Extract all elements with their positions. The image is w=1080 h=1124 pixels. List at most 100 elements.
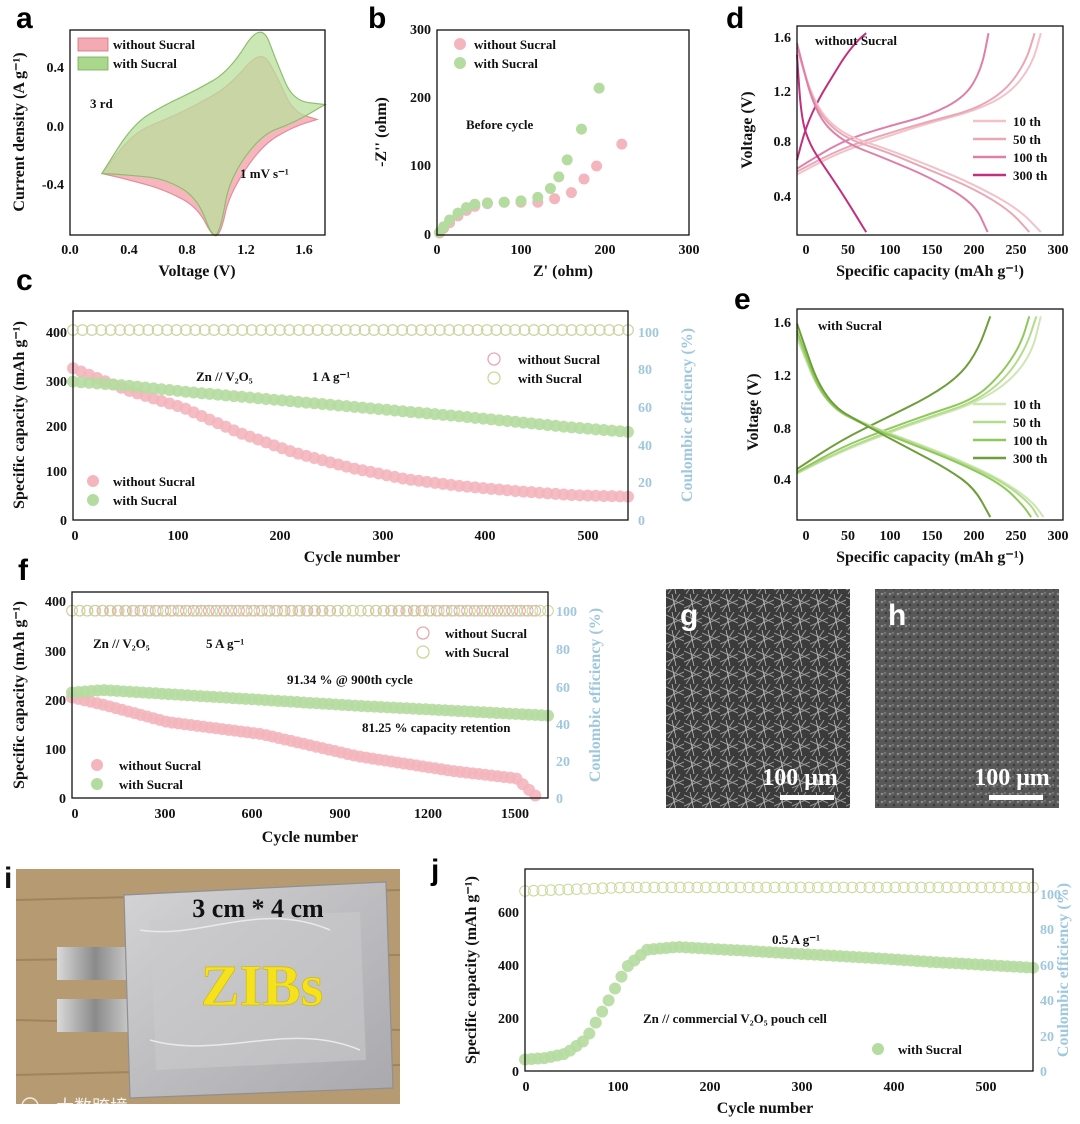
x-tick: 1200 bbox=[414, 807, 442, 822]
ce-point bbox=[308, 604, 320, 617]
y-tick: 0.4 bbox=[47, 61, 65, 76]
y2-axis-label: Coulombic efficiency (%) bbox=[587, 608, 604, 782]
x-tick: 300 bbox=[792, 1080, 813, 1095]
axes-frame bbox=[69, 29, 326, 236]
y-axis-label: Specific capacity (mAh g⁻¹) bbox=[11, 601, 28, 789]
ce-point bbox=[378, 604, 390, 617]
panel-label: j bbox=[430, 854, 439, 887]
cycle-annotation: 3 rd bbox=[90, 96, 114, 111]
ce-point bbox=[142, 324, 155, 336]
ce-point bbox=[537, 324, 550, 336]
legend-label: with Sucral bbox=[474, 56, 538, 71]
data-point bbox=[444, 214, 456, 226]
x-axis-label: Specific capacity (mAh g⁻¹) bbox=[836, 549, 1024, 566]
ce-point bbox=[734, 881, 747, 894]
panel-j: j 0 100 200 300 400 500 0 200 400 600 0 … bbox=[430, 854, 1072, 1117]
ce-point bbox=[506, 604, 519, 617]
x-tick: 600 bbox=[242, 807, 263, 822]
ce-point bbox=[330, 324, 343, 336]
ce-point bbox=[777, 881, 790, 894]
data-point bbox=[565, 187, 577, 199]
legend-label: with Sucral bbox=[113, 56, 177, 71]
ce-point bbox=[358, 324, 371, 336]
plot-area bbox=[100, 31, 327, 237]
y-ticks: 0 100 200 300 400 bbox=[45, 595, 66, 807]
legend-label: with Sucral bbox=[119, 777, 183, 792]
x-tick: 150 bbox=[922, 529, 943, 544]
legend-capacity: without Sucral with Sucral bbox=[91, 758, 201, 792]
legend-label: 300 th bbox=[1013, 451, 1048, 466]
ce-point bbox=[975, 881, 988, 894]
y-tick: 300 bbox=[45, 645, 66, 660]
ce-point bbox=[210, 604, 223, 617]
ce-point bbox=[452, 324, 465, 336]
ce-point bbox=[347, 604, 359, 617]
sem-image-without-sucral bbox=[666, 589, 850, 808]
x-tick: 0 bbox=[523, 1080, 530, 1095]
legend-marker bbox=[487, 352, 501, 366]
ce-point bbox=[898, 881, 910, 894]
gcd-curve bbox=[796, 334, 1040, 518]
ce-point bbox=[575, 324, 587, 336]
x-tick: 500 bbox=[976, 1080, 997, 1095]
ce-point bbox=[556, 324, 568, 336]
x-tick: 200 bbox=[964, 243, 985, 258]
y2-tick: 20 bbox=[1040, 1030, 1054, 1045]
panel-title: without Sucral bbox=[815, 33, 897, 48]
ce-point bbox=[872, 881, 884, 894]
cell-annotation: Zn // V₂O₅ bbox=[93, 636, 150, 651]
ce-point bbox=[195, 604, 207, 617]
ce-point bbox=[579, 883, 592, 895]
gcd-curve bbox=[796, 316, 1031, 473]
x-ticks: 0 100 200 300 400 500 bbox=[523, 1080, 997, 1095]
ce-point bbox=[167, 604, 180, 617]
x-tick: 150 bbox=[922, 243, 943, 258]
data-point bbox=[515, 195, 527, 207]
x-tick: 300 bbox=[155, 807, 176, 822]
y-ticks: 0 100 200 300 400 bbox=[46, 326, 67, 529]
panel-label: b bbox=[368, 2, 386, 35]
ce-point bbox=[768, 881, 781, 894]
ce-point bbox=[514, 604, 526, 617]
gcd-curve bbox=[796, 32, 1042, 176]
plot-area bbox=[796, 315, 1045, 518]
ce-point bbox=[708, 881, 721, 894]
x-tick: 0 bbox=[434, 243, 441, 258]
x-tick: 0.0 bbox=[61, 243, 79, 258]
y2-ticks: 0 20 40 60 80 100 bbox=[556, 605, 577, 807]
legend-label: 100 th bbox=[1013, 433, 1048, 448]
ce-point bbox=[794, 881, 807, 894]
data-point bbox=[549, 193, 561, 205]
data-point bbox=[498, 196, 510, 208]
ce-point bbox=[622, 881, 635, 894]
ce-point bbox=[949, 881, 962, 894]
ce-point bbox=[665, 881, 678, 894]
x-tick: 0 bbox=[803, 243, 810, 258]
ce-point bbox=[603, 324, 615, 336]
panel-g: g 100 μm bbox=[666, 589, 850, 808]
y2-tick: 40 bbox=[556, 718, 570, 733]
ce-point bbox=[725, 881, 738, 894]
cv-loop-with-sucral bbox=[100, 31, 327, 236]
ce-point bbox=[613, 881, 626, 894]
rate-annotation: 0.5 A g⁻¹ bbox=[772, 932, 820, 947]
ce-point bbox=[596, 882, 609, 895]
data-point bbox=[532, 191, 544, 203]
y-ticks: 0.4 0.8 1.2 1.6 bbox=[774, 31, 792, 205]
y-tick: 100 bbox=[410, 159, 431, 174]
ce-point bbox=[880, 881, 893, 894]
legend-label: 50 th bbox=[1013, 415, 1042, 430]
ce-point bbox=[440, 604, 453, 617]
ce-point bbox=[992, 881, 1005, 894]
ce-point bbox=[966, 881, 979, 894]
ce-point bbox=[377, 324, 390, 336]
y-ticks: 0 100 200 300 bbox=[410, 23, 431, 243]
panel-h: h 100 μm bbox=[875, 589, 1059, 808]
ce-point bbox=[95, 324, 108, 336]
x-axis-label: Z' (ohm) bbox=[533, 263, 593, 280]
y-tick: 200 bbox=[498, 1012, 519, 1027]
data-point bbox=[544, 183, 556, 195]
ce-point bbox=[300, 604, 312, 617]
ce-point bbox=[370, 604, 383, 617]
legend-capacity: without Sucral with Sucral bbox=[87, 474, 195, 508]
